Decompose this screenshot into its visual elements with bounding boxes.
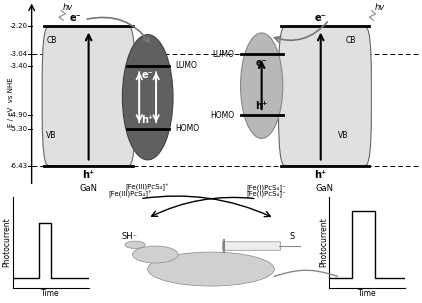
Text: [Fe(III)PcS₄]⁺: [Fe(III)PcS₄]⁺ <box>108 190 152 198</box>
Y-axis label: Photocurrent: Photocurrent <box>2 218 11 267</box>
Text: E / eV  vs NHE: E / eV vs NHE <box>8 77 14 127</box>
Text: HOMO: HOMO <box>210 111 234 120</box>
Text: -5.30: -5.30 <box>9 125 27 132</box>
Text: VB: VB <box>338 131 348 140</box>
FancyBboxPatch shape <box>42 26 135 166</box>
Ellipse shape <box>133 246 178 263</box>
FancyBboxPatch shape <box>222 242 281 250</box>
X-axis label: Time: Time <box>358 289 376 298</box>
Text: hv: hv <box>375 3 385 12</box>
Text: e⁻: e⁻ <box>70 13 82 23</box>
Text: LUMO: LUMO <box>175 62 197 70</box>
Text: CB: CB <box>346 35 357 45</box>
Text: hv: hv <box>62 3 73 12</box>
Text: h⁺: h⁺ <box>82 170 95 180</box>
Text: h⁺: h⁺ <box>255 102 268 112</box>
Text: -3.40: -3.40 <box>9 63 27 69</box>
Text: [Fe(III)PcS₄]⁺: [Fe(III)PcS₄]⁺ <box>126 184 170 191</box>
Ellipse shape <box>148 252 274 286</box>
Text: [Fe(I)PcS₄]⁻: [Fe(I)PcS₄]⁻ <box>247 191 287 197</box>
Text: -3.04: -3.04 <box>9 51 27 57</box>
Text: -4.90: -4.90 <box>9 112 27 118</box>
Text: e⁻: e⁻ <box>256 58 268 68</box>
Text: h⁺: h⁺ <box>141 115 154 125</box>
Text: LUMO: LUMO <box>212 50 234 58</box>
Text: e⁻: e⁻ <box>315 13 327 23</box>
Ellipse shape <box>125 241 145 248</box>
Text: [Fe(I)PcS₄]⁻: [Fe(I)PcS₄]⁻ <box>246 184 286 191</box>
Text: -6.43: -6.43 <box>9 163 27 169</box>
Text: GaN: GaN <box>80 184 97 193</box>
Text: h⁺: h⁺ <box>314 170 327 180</box>
Ellipse shape <box>241 33 283 138</box>
Text: -2.20: -2.20 <box>9 23 27 29</box>
Ellipse shape <box>122 35 173 160</box>
Text: SH⁻: SH⁻ <box>122 232 138 241</box>
Text: GaN: GaN <box>316 184 334 193</box>
X-axis label: Time: Time <box>41 289 60 298</box>
Text: S: S <box>289 232 295 241</box>
FancyBboxPatch shape <box>279 26 371 166</box>
Y-axis label: Photocurrent: Photocurrent <box>319 218 328 267</box>
Text: CB: CB <box>46 35 57 45</box>
Text: VB: VB <box>46 131 57 140</box>
Text: HOMO: HOMO <box>175 124 199 133</box>
Text: e⁻: e⁻ <box>142 70 154 80</box>
